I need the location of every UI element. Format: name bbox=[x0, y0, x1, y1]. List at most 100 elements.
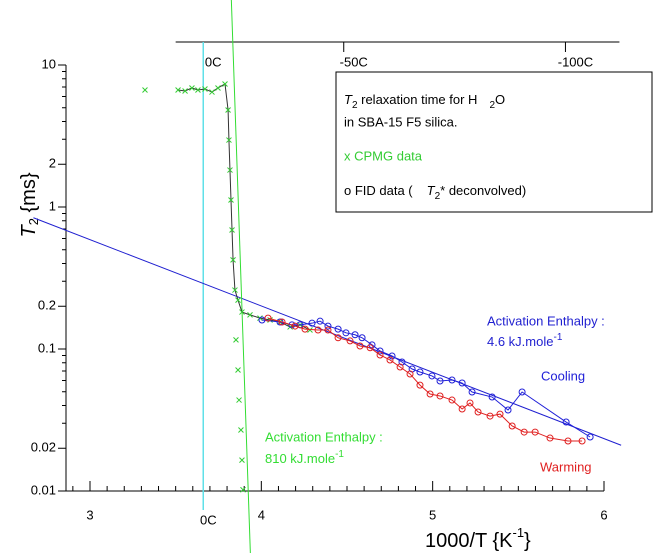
point bbox=[346, 337, 354, 345]
point bbox=[468, 388, 476, 396]
annotation-part: -1 bbox=[553, 332, 562, 343]
legend-part: T bbox=[427, 183, 436, 198]
point bbox=[226, 137, 232, 143]
point bbox=[508, 422, 516, 430]
point bbox=[189, 85, 195, 91]
legend-part: relaxation time for H bbox=[358, 92, 478, 107]
x-label-part: -1 bbox=[512, 525, 524, 540]
x-tick-label: 3 bbox=[86, 507, 93, 522]
point bbox=[324, 326, 332, 334]
series-line bbox=[177, 83, 311, 331]
point bbox=[288, 321, 296, 329]
point bbox=[406, 370, 414, 378]
x2-tick-label: -50C bbox=[340, 54, 368, 69]
point bbox=[428, 372, 436, 380]
point bbox=[230, 257, 236, 263]
x-axis-label: 1000/T {K-1} bbox=[425, 525, 531, 552]
y-label-part: 2 bbox=[26, 218, 41, 225]
point bbox=[314, 326, 322, 334]
point bbox=[436, 377, 444, 385]
point bbox=[291, 322, 299, 330]
point bbox=[258, 316, 266, 324]
x-tick-label: 5 bbox=[429, 507, 436, 522]
point bbox=[578, 437, 586, 445]
point bbox=[466, 399, 474, 407]
point bbox=[225, 107, 231, 113]
point bbox=[278, 318, 286, 326]
x-tick-label: 6 bbox=[600, 507, 607, 522]
point bbox=[356, 342, 364, 350]
legend-part: o FID data ( bbox=[344, 183, 413, 198]
point bbox=[195, 87, 201, 93]
annotation: Activation Enthalpy : bbox=[487, 313, 605, 328]
point bbox=[388, 352, 396, 360]
point bbox=[396, 363, 404, 371]
point bbox=[496, 410, 504, 418]
point bbox=[229, 227, 235, 233]
x2-tick-label: -100C bbox=[558, 54, 593, 69]
y-label-part: {ms} bbox=[18, 172, 40, 218]
point bbox=[531, 428, 539, 436]
point bbox=[488, 393, 496, 401]
series-label: Cooling bbox=[541, 368, 585, 383]
legend-part: 2 bbox=[352, 100, 358, 111]
point bbox=[518, 388, 526, 396]
point bbox=[342, 329, 350, 337]
point bbox=[448, 396, 456, 404]
x-label-part: 1000/T {K bbox=[425, 530, 513, 552]
point bbox=[235, 297, 241, 303]
point bbox=[264, 314, 272, 322]
point bbox=[316, 317, 324, 325]
point bbox=[376, 351, 384, 359]
point bbox=[209, 89, 215, 95]
annotation-part: 4.6 kJ.mole bbox=[487, 334, 553, 349]
x-tick-label: 4 bbox=[258, 507, 265, 522]
point bbox=[334, 325, 342, 333]
legend-part: * deconvolved) bbox=[440, 183, 526, 198]
legend-part: 2 bbox=[435, 191, 441, 202]
legend-cpmg: x CPMG data bbox=[344, 148, 423, 163]
point bbox=[334, 334, 342, 342]
point bbox=[222, 81, 228, 87]
legend-fid: o FID data ( T2* deconvolved) bbox=[344, 183, 526, 201]
point bbox=[239, 457, 245, 463]
legend-title: T2 relaxation time for H 2O bbox=[344, 92, 505, 110]
point bbox=[238, 427, 244, 433]
point bbox=[416, 381, 424, 389]
vline-label: 0C bbox=[200, 512, 217, 527]
point bbox=[202, 86, 208, 92]
x2-tick-label: 0C bbox=[205, 54, 222, 69]
annotation-part: -1 bbox=[335, 449, 344, 460]
point bbox=[235, 367, 241, 373]
point bbox=[486, 412, 494, 420]
annotation: 4.6 kJ.mole-1 bbox=[487, 332, 563, 350]
legend-part: 2 bbox=[489, 100, 495, 111]
point bbox=[142, 87, 148, 93]
y-tick-label: 0.01 bbox=[31, 482, 56, 497]
point bbox=[236, 397, 242, 403]
series-label: Warming bbox=[540, 459, 592, 474]
fit-line bbox=[230, 0, 251, 553]
point bbox=[233, 336, 239, 343]
point bbox=[366, 344, 374, 352]
point bbox=[520, 428, 528, 436]
point bbox=[324, 322, 332, 330]
annotation: Activation Enthalpy : bbox=[265, 429, 383, 444]
y-tick-label: 0.1 bbox=[38, 340, 56, 355]
point bbox=[227, 167, 233, 173]
y-axis-label: T2 {ms} bbox=[18, 172, 41, 237]
y-tick-label: 10 bbox=[42, 56, 56, 71]
point bbox=[458, 405, 466, 413]
point bbox=[215, 85, 221, 91]
y-tick-label: 2 bbox=[49, 156, 56, 171]
point bbox=[228, 197, 234, 203]
point bbox=[247, 311, 253, 318]
point bbox=[308, 319, 316, 327]
point bbox=[175, 87, 181, 93]
annotation-part: 810 kJ.mole bbox=[265, 451, 335, 466]
y-tick-label: 1 bbox=[49, 198, 56, 213]
point bbox=[448, 376, 456, 384]
point bbox=[239, 309, 245, 315]
point bbox=[416, 368, 424, 376]
